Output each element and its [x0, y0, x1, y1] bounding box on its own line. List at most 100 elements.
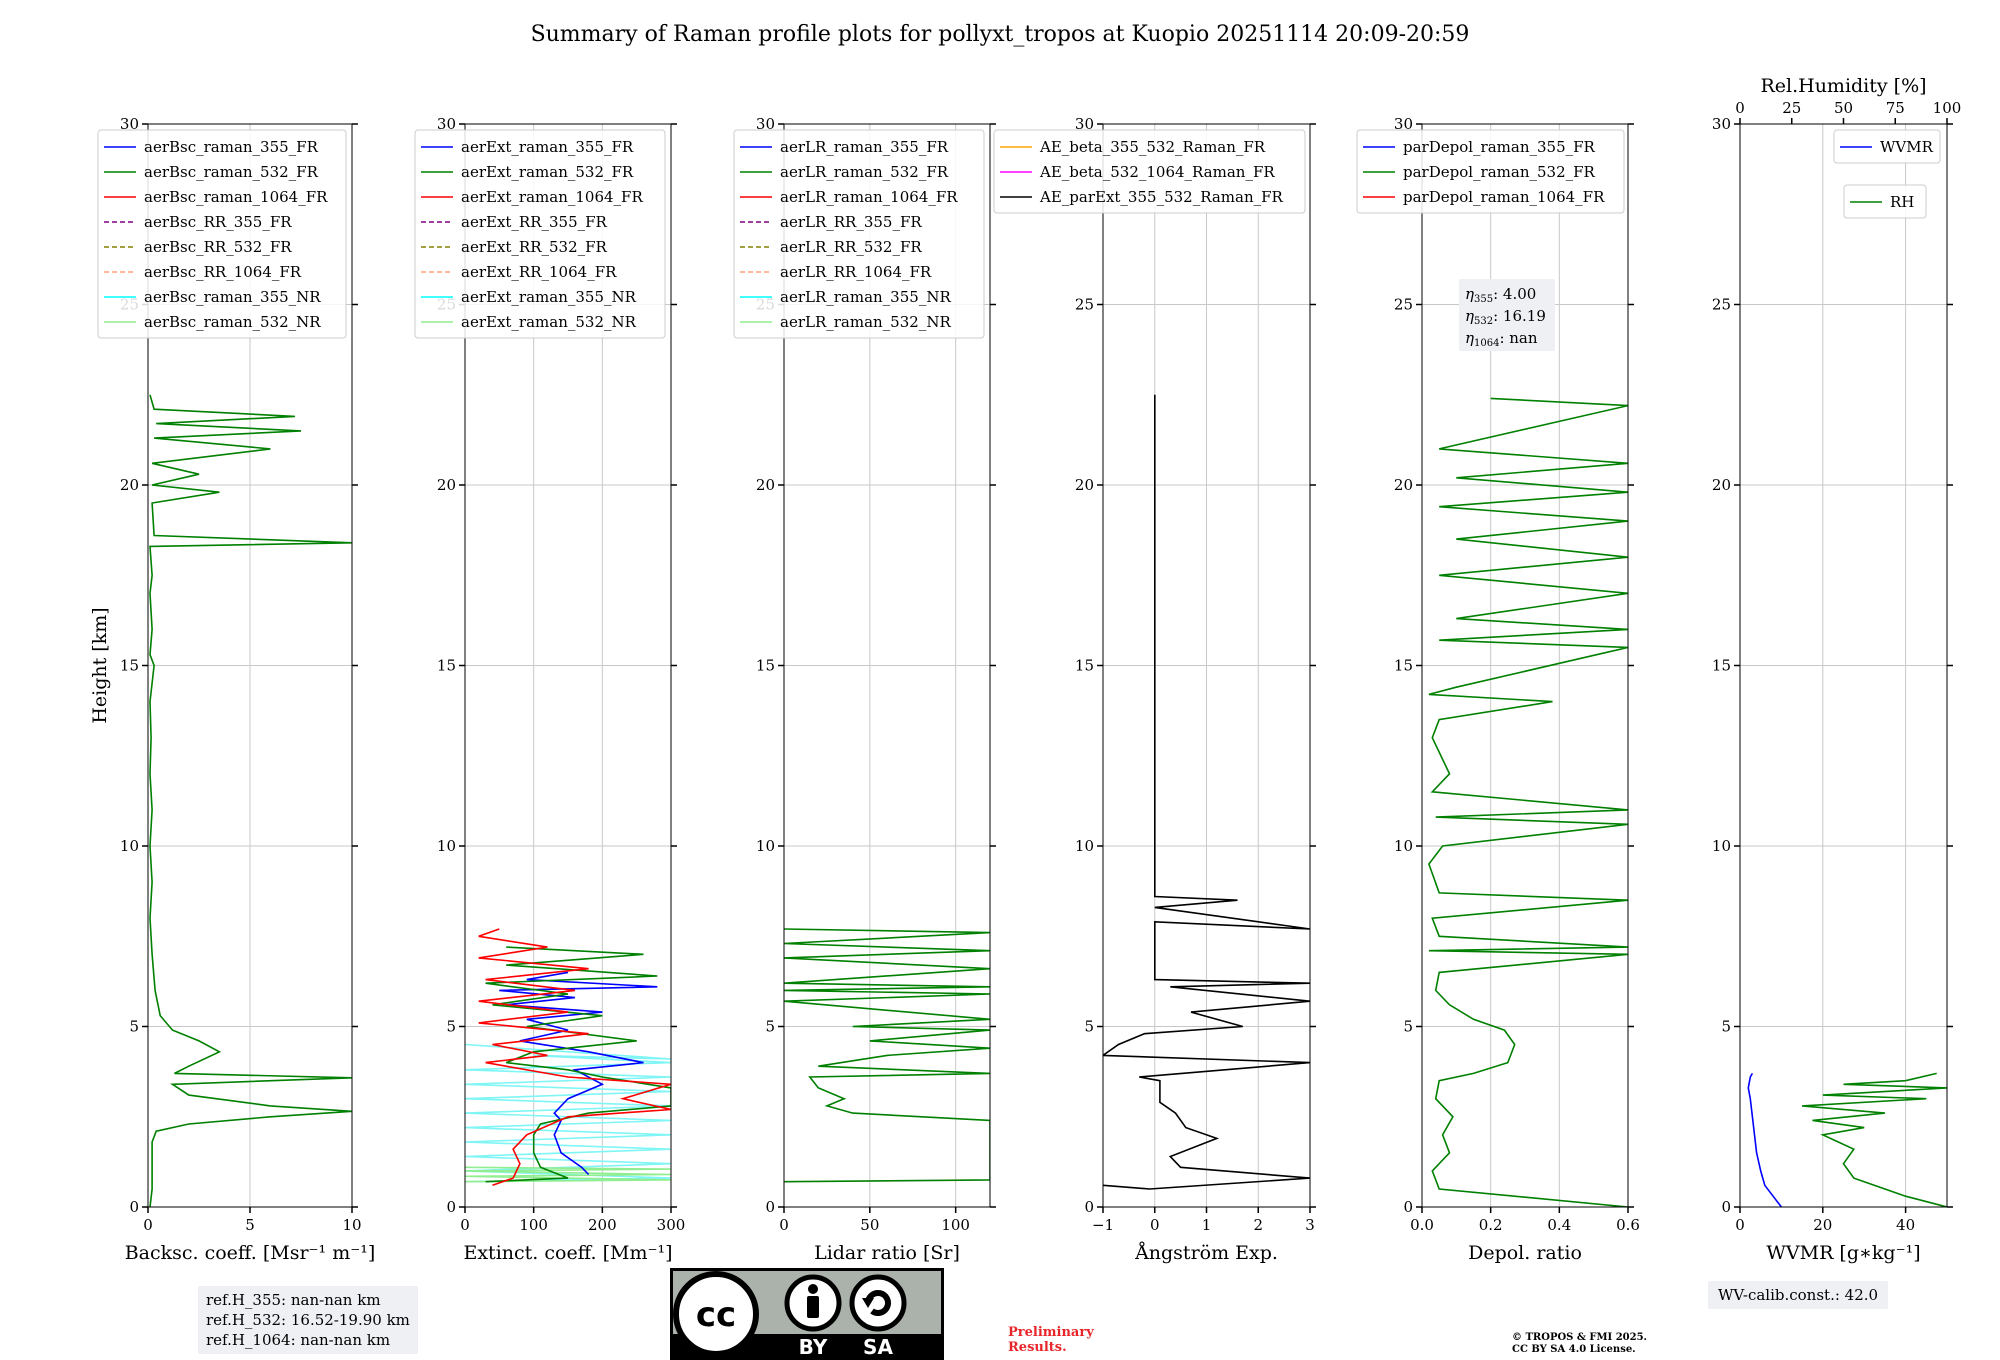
xtick-label: 5	[245, 1216, 255, 1234]
legend: parDepol_raman_355_FR parDepol_raman_532_…	[1356, 129, 1625, 214]
eta-row: η532: 16.19	[1465, 307, 1546, 327]
legend-label: aerLR_raman_355_FR	[780, 138, 949, 156]
legend-label: aerExt_RR_532_FR	[461, 238, 608, 256]
series-aerExt_raman_532_FR	[485, 946, 671, 1183]
copyright-line1: © TROPOS & FMI 2025.	[1512, 1332, 1648, 1343]
ytick-label: 25	[1075, 296, 1094, 314]
panel-lr: 051015202530050100Lidar ratio [Sr]aerLR_…	[733, 115, 996, 1264]
series-WVMR	[1747, 1072, 1783, 1207]
ytick-label: 15	[1712, 657, 1731, 675]
legend-label: aerExt_raman_532_FR	[461, 163, 634, 181]
legend-label: aerBsc_RR_355_FR	[144, 213, 292, 231]
legend-label: parDepol_raman_355_FR	[1403, 138, 1596, 156]
xtick-label: 300	[657, 1216, 686, 1234]
ytick-label: 30	[1075, 115, 1094, 133]
ytick-label: 5	[1084, 1018, 1094, 1036]
legend-label: AE_beta_532_1064_Raman_FR	[1039, 163, 1275, 181]
preliminary-note: Preliminary Results.	[1008, 1325, 1094, 1355]
ytick-label: 30	[120, 115, 139, 133]
sa-icon	[849, 1274, 907, 1332]
x-axis-label: WVMR [g∗kg⁻¹]	[1766, 1242, 1920, 1264]
eta-row: η355: 4.00	[1465, 285, 1536, 305]
legend-box	[97, 129, 347, 339]
legend-box	[733, 129, 985, 339]
xtick-label: 0	[1735, 1216, 1745, 1234]
svg-text:cc: cc	[696, 1295, 736, 1335]
series-AE_parExt_355_532_Raman_FR	[1103, 394, 1310, 1190]
series-aerExt_raman_1064_FR	[478, 928, 671, 1187]
series-aerBsc_raman_532_FR	[149, 394, 352, 1207]
legend-wvmr: WVMR	[1833, 129, 1941, 164]
top-xtick-label: 50	[1834, 99, 1853, 117]
ref-height-1064: ref.H_1064: nan-nan km	[206, 1331, 391, 1349]
legend-label: aerExt_raman_355_NR	[461, 288, 637, 306]
series-aerExt_raman_355_NR	[465, 1043, 671, 1183]
x-axis-label: Depol. ratio	[1468, 1242, 1582, 1264]
ref-height-532: ref.H_532: 16.52-19.90 km	[206, 1311, 410, 1329]
eta-box	[1459, 279, 1555, 351]
ytick-label: 20	[1075, 476, 1094, 494]
ytick-label: 20	[756, 476, 775, 494]
ytick-label: 10	[1394, 837, 1413, 855]
legend-label: aerBsc_raman_1064_FR	[144, 188, 328, 206]
xtick-label: 40	[1896, 1216, 1915, 1234]
ytick-label: 25	[1712, 296, 1731, 314]
x-axis-label: Ångström Exp.	[1134, 1242, 1278, 1264]
top-axis-label: Rel.Humidity [%]	[1760, 75, 1926, 97]
ytick-label: 15	[120, 657, 139, 675]
ytick-label: 0	[1084, 1198, 1094, 1216]
legend-label: aerBsc_raman_532_NR	[144, 313, 321, 331]
legend-label: RH	[1890, 193, 1914, 211]
legend-label: aerExt_RR_355_FR	[461, 213, 608, 231]
figure-title: Summary of Raman profile plots for polly…	[530, 22, 1470, 47]
legend: aerExt_raman_355_FR aerExt_raman_532_FRae…	[414, 129, 666, 339]
series-group	[1103, 394, 1310, 1190]
legend: AE_beta_355_532_Raman_FR AE_beta_532_1064…	[993, 129, 1306, 214]
wv-calib-info: WV-calib.const.: 42.0	[1708, 1281, 1889, 1309]
xtick-label: 0	[143, 1216, 153, 1234]
panel-depol: 0 5 10 15 20 25 30 0.0 0.2 0.4 0.6 Depol. ratio parD…	[1356, 115, 1640, 1264]
xtick-label: 0	[779, 1216, 789, 1234]
legend-box	[1843, 184, 1927, 219]
legend-label: aerLR_raman_532_NR	[780, 313, 951, 331]
ytick-label: 5	[446, 1018, 456, 1036]
ytick-label: 10	[1712, 837, 1731, 855]
series-group	[784, 928, 990, 1183]
legend-label: aerExt_raman_532_NR	[461, 313, 637, 331]
xtick-label: 1	[1202, 1216, 1212, 1234]
ytick-label: 10	[120, 837, 139, 855]
legend-label: aerLR_RR_1064_FR	[780, 263, 932, 281]
top-xtick-label: 25	[1782, 99, 1801, 117]
xtick-label: 0.0	[1410, 1216, 1434, 1234]
preliminary-line2: Results.	[1008, 1340, 1067, 1355]
cc-by-label: BY	[799, 1335, 828, 1359]
ytick-label: 20	[437, 476, 456, 494]
ytick-label: 5	[1721, 1018, 1731, 1036]
xtick-label: 50	[860, 1216, 879, 1234]
legend: aerBsc_raman_355_FR aerBsc_raman_532_FRae…	[97, 129, 347, 339]
xtick-label: 3	[1305, 1216, 1315, 1234]
ytick-label: 15	[1394, 657, 1413, 675]
xtick-label: 0	[460, 1216, 470, 1234]
y-axis-label: Height [km]	[89, 607, 111, 723]
top-xtick-label: 0	[1735, 99, 1745, 117]
legend-label: aerLR_RR_532_FR	[780, 238, 922, 256]
series-parDepol_raman_532_FR	[1428, 397, 1628, 1207]
xtick-label: 10	[342, 1216, 361, 1234]
ref-height-355: ref.H_355: nan-nan km	[206, 1291, 381, 1309]
legend-label: AE_parExt_355_532_Raman_FR	[1039, 188, 1284, 206]
copyright-line2: CC BY SA 4.0 License.	[1512, 1344, 1636, 1355]
ytick-label: 10	[1075, 837, 1094, 855]
legend-label: aerExt_RR_1064_FR	[461, 263, 617, 281]
ytick-label: 5	[765, 1018, 775, 1036]
x-axis-label: Lidar ratio [Sr]	[814, 1242, 960, 1264]
ytick-label: 0	[446, 1198, 456, 1216]
wv-calib-text: WV-calib.const.: 42.0	[1718, 1286, 1879, 1304]
cc-license-badge: cc BY SA	[670, 1268, 944, 1360]
legend-label: aerBsc_raman_355_NR	[144, 288, 321, 306]
